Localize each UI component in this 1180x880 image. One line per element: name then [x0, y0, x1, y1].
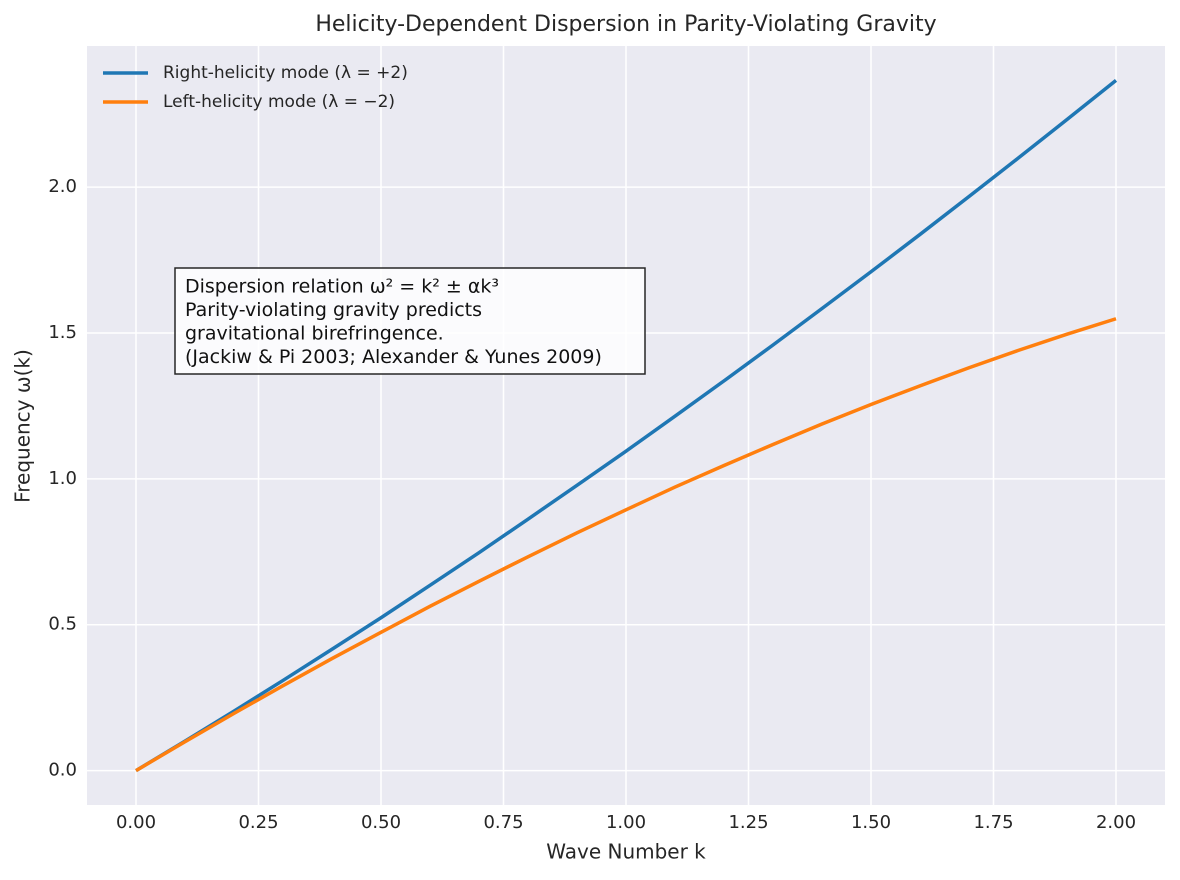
y-tick-label: 0.5: [48, 614, 77, 635]
data-line: [135, 317, 1117, 773]
x-tick-label: 1.00: [606, 812, 646, 833]
x-axis-label: Wave Number k: [546, 840, 706, 864]
x-tick-label: 1.75: [973, 812, 1013, 833]
y-tick-label: 1.5: [48, 322, 77, 343]
legend-label: Right-helicity mode (λ = +2): [163, 63, 408, 83]
y-axis-label: Frequency ω(k): [11, 349, 35, 503]
x-tick-label: 1.25: [728, 812, 768, 833]
data-line: [135, 79, 1118, 773]
annotation-box: [174, 267, 646, 375]
y-tick-label: 2.0: [48, 176, 77, 197]
x-tick-label: 0.00: [116, 812, 156, 833]
annotation-text: Parity-violating gravity predicts: [185, 299, 482, 321]
annotation-text: (Jackiw & Pi 2003; Alexander & Yunes 200…: [185, 346, 602, 368]
x-tick-label: 0.75: [483, 812, 523, 833]
x-tick-label: 0.50: [361, 812, 401, 833]
chart-title: Helicity-Dependent Dispersion in Parity-…: [315, 12, 936, 37]
y-tick-label: 1.0: [48, 468, 77, 489]
annotation-text: Dispersion relation ω² = k² ± αk³: [185, 276, 499, 298]
y-tick-label: 0.0: [48, 760, 77, 781]
annotation-text: gravitational birefringence.: [185, 323, 444, 345]
legend-label: Left-helicity mode (λ = −2): [163, 92, 395, 112]
x-tick-label: 2.00: [1096, 812, 1136, 833]
x-tick-label: 0.25: [238, 812, 278, 833]
x-tick-label: 1.50: [851, 812, 891, 833]
